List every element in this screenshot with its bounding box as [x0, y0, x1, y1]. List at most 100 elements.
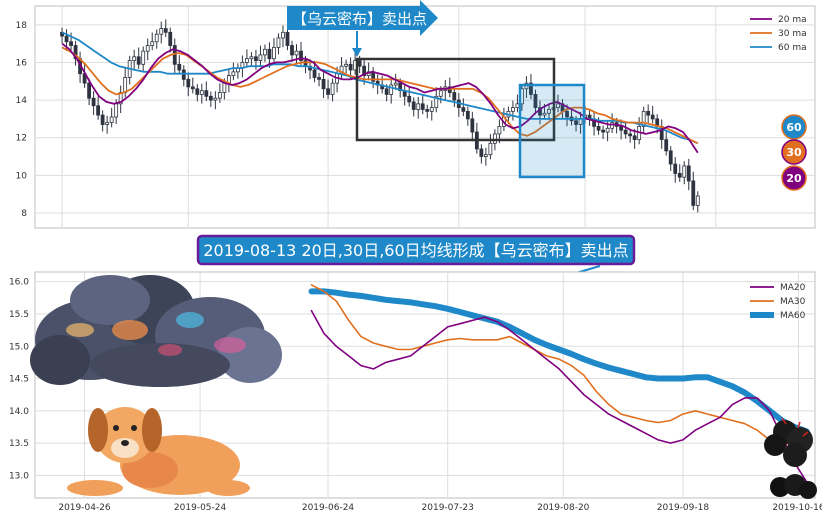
bottom-x-tick-label: 2019-04-26: [58, 503, 111, 513]
bottom-y-tick-label: 13.5: [9, 439, 29, 449]
candle-body: [195, 88, 200, 95]
dog-eye: [131, 425, 137, 431]
dark-cloud-puff: [764, 434, 786, 456]
candle-body: [73, 45, 78, 60]
candle-body: [213, 97, 218, 101]
top-y-tick-label: 10: [16, 171, 28, 181]
badge-20-text: 20: [786, 172, 802, 185]
candle-body: [384, 88, 389, 95]
badge-20: [781, 165, 807, 191]
candle-body: [686, 165, 691, 182]
candle-body: [601, 129, 605, 133]
candle-body: [434, 95, 439, 108]
candle-body: [285, 31, 290, 46]
candle-body: [628, 133, 633, 137]
candle-body: [465, 110, 470, 120]
cloud-puff: [218, 327, 282, 383]
candle-body: [416, 103, 421, 110]
candle-body: [641, 110, 646, 127]
candle-body: [109, 116, 114, 124]
candle-body: [695, 195, 700, 206]
candle-body: [556, 103, 560, 108]
candle-body: [87, 82, 92, 99]
candle-body: [312, 69, 317, 78]
candle-body: [348, 63, 353, 71]
cloud-highlight: [66, 323, 94, 337]
candle-body: [605, 127, 610, 133]
candle-body: [673, 163, 678, 174]
candle-body: [231, 71, 236, 77]
dog-paw: [206, 480, 250, 496]
candle-body: [159, 28, 164, 35]
top-ma-lines: [61, 31, 699, 154]
banner-box: [196, 234, 636, 266]
candle-body: [357, 60, 362, 67]
bottom-x-tick-label: 2019-07-23: [422, 503, 474, 513]
candle-body: [60, 31, 64, 37]
candle-body: [529, 82, 533, 95]
candle-body: [132, 56, 137, 61]
dark-cloud-puff: [799, 481, 817, 499]
candle-body: [150, 41, 155, 46]
candle-body: [623, 129, 628, 135]
candle-body: [664, 139, 669, 152]
bottom-x-tick-label: 2019-05-24: [174, 503, 227, 513]
legend-label-ma60: MA60: [780, 311, 806, 321]
bottom-x-tick-label: 2019-09-18: [657, 503, 710, 513]
bottom-ma20-line: [310, 309, 808, 483]
bottom-chart: 13.013.514.014.515.015.516.0 2019-04-26 2…: [9, 271, 822, 513]
candle-body: [438, 90, 443, 97]
candle-body: [91, 97, 96, 107]
candle-body: [461, 107, 466, 112]
date-banner: 2019-08-13 20日,30日,60日均线形成【乌云密布】卖出点: [196, 234, 636, 285]
candle-body: [650, 114, 655, 120]
candle-body: [276, 37, 281, 48]
candle-body: [317, 77, 321, 80]
bottom-ma60-line: [308, 288, 810, 435]
bottom-ma-lines: [308, 284, 810, 483]
dog-ear: [142, 408, 162, 452]
cloud-highlight: [214, 337, 246, 353]
top-y-tick-label: 12: [16, 134, 27, 144]
bottom-x-tick-label: 2019-10-16: [772, 503, 822, 513]
callout-text: 【乌云密布】卖出点: [292, 10, 427, 28]
lightning-mark: [781, 417, 809, 437]
top-ma20-line: [61, 42, 699, 154]
candle-body: [96, 105, 101, 116]
candle-body: [64, 35, 69, 43]
top-y-tick-label: 18: [16, 21, 28, 31]
candle-body: [199, 90, 204, 95]
candle-body: [362, 65, 367, 77]
candle-body: [344, 63, 348, 67]
badge-30: [781, 139, 807, 165]
candle-body: [682, 165, 687, 178]
bottom-y-tick-label: 14.5: [9, 375, 29, 385]
candle-body: [492, 133, 497, 144]
dog-muzzle: [111, 438, 139, 458]
dog-head: [95, 407, 155, 463]
candle-body: [547, 109, 551, 114]
candle-body: [542, 112, 547, 116]
cloud-puff: [90, 343, 230, 387]
candle-body: [141, 50, 146, 65]
callout-pointer-head: [352, 48, 362, 57]
candle-body: [691, 180, 696, 206]
sleeping-dog-illustration: [67, 407, 250, 496]
candle-body: [281, 31, 285, 39]
candle-body: [181, 69, 186, 80]
top-ma60-line: [61, 31, 699, 145]
candle-body: [420, 103, 425, 110]
candle-body: [208, 95, 213, 101]
candle-body: [565, 110, 569, 118]
cloud-puff: [30, 335, 90, 385]
candle-body: [326, 88, 330, 95]
candle-body: [632, 135, 637, 140]
badge-30-text: 30: [786, 146, 802, 159]
cloud-highlight: [158, 344, 182, 356]
candle-body: [483, 154, 488, 157]
top-y-ticks: 8 10 12 14 16 18: [16, 21, 28, 219]
top-y-tick-label: 8: [21, 209, 27, 219]
candle-body: [425, 109, 430, 112]
candle-body: [100, 114, 105, 125]
